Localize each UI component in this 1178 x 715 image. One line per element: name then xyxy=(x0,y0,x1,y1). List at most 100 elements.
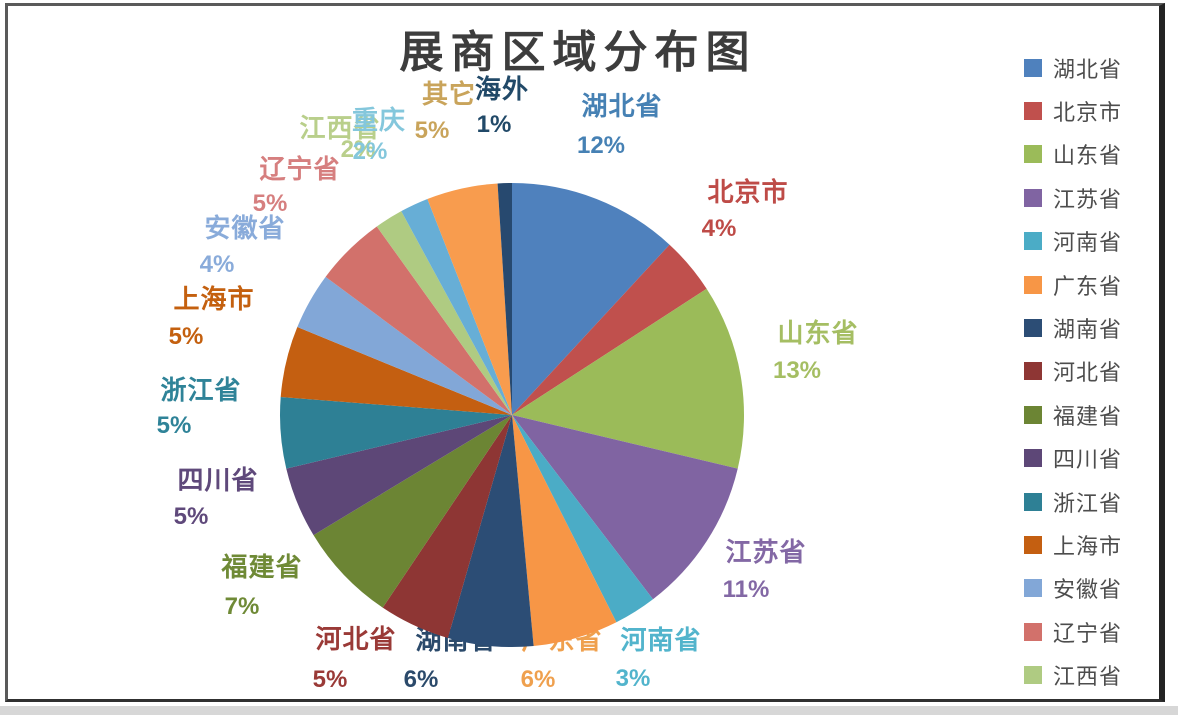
pie-slice-河北省 xyxy=(382,415,512,638)
legend-swatch-icon xyxy=(1024,405,1042,424)
legend-label: 广东省 xyxy=(1053,273,1123,299)
legend-item-江苏省: 江苏省 xyxy=(1024,176,1154,219)
slice-percent-福建省: 7% xyxy=(224,593,260,620)
legend-label: 江西省 xyxy=(1053,664,1123,690)
slice-label-山东省: 山东省 xyxy=(777,318,859,348)
legend-swatch-icon xyxy=(1024,319,1042,338)
slice-label-江西省: 江西省 xyxy=(299,113,381,143)
slice-percent-重庆: 2% xyxy=(352,138,388,165)
legend: 湖北省北京市山东省江苏省河南省广东省湖南省河北省福建省四川省浙江省上海市安徽省辽… xyxy=(1024,46,1154,697)
legend-swatch-icon xyxy=(1024,232,1042,251)
pie-slice-江西省 xyxy=(376,211,512,415)
legend-label: 四川省 xyxy=(1053,447,1123,473)
legend-item-河南省: 河南省 xyxy=(1024,220,1154,263)
slice-percent-江苏省: 11% xyxy=(722,576,770,603)
slice-label-福建省: 福建省 xyxy=(221,552,303,582)
legend-label: 北京市 xyxy=(1053,100,1123,126)
slice-label-安徽省: 安徽省 xyxy=(204,213,286,243)
legend-label: 浙江省 xyxy=(1053,490,1123,516)
pie-slice-江苏省 xyxy=(512,415,738,600)
slice-label-北京市: 北京市 xyxy=(707,177,789,207)
legend-item-湖南省: 湖南省 xyxy=(1024,306,1154,349)
pie-slice-浙江省 xyxy=(279,396,512,469)
legend-label: 上海市 xyxy=(1053,533,1123,559)
legend-swatch-icon xyxy=(1024,666,1042,685)
slice-percent-浙江省: 5% xyxy=(156,412,192,439)
legend-item-上海市: 上海市 xyxy=(1024,523,1154,566)
pie-slice-湖南省 xyxy=(447,415,534,647)
slice-label-上海市: 上海市 xyxy=(173,284,255,314)
slice-label-其它: 其它 xyxy=(421,79,477,109)
chart-title: 展商区域分布图 xyxy=(399,28,757,77)
legend-item-福建省: 福建省 xyxy=(1024,393,1154,436)
pie-slice-福建省 xyxy=(313,415,512,608)
legend-item-广东省: 广东省 xyxy=(1024,263,1154,306)
pie-slice-辽宁省 xyxy=(325,226,512,415)
legend-item-浙江省: 浙江省 xyxy=(1024,480,1154,523)
pie-slice-四川省 xyxy=(286,415,512,536)
legend-item-安徽省: 安徽省 xyxy=(1024,567,1154,610)
slice-percent-湖南省: 6% xyxy=(403,666,439,693)
legend-label: 湖北省 xyxy=(1053,56,1123,82)
slice-label-辽宁省: 辽宁省 xyxy=(259,154,341,184)
legend-swatch-icon xyxy=(1024,492,1042,511)
legend-swatch-icon xyxy=(1024,449,1042,468)
slice-label-江苏省: 江苏省 xyxy=(725,537,807,567)
legend-label: 辽宁省 xyxy=(1053,620,1123,646)
legend-item-辽宁省: 辽宁省 xyxy=(1024,610,1154,653)
slice-percent-山东省: 13% xyxy=(772,357,822,384)
slice-percent-四川省: 5% xyxy=(173,503,209,530)
legend-label: 山东省 xyxy=(1053,143,1123,169)
slice-percent-河南省: 3% xyxy=(615,665,651,692)
slice-label-浙江省: 浙江省 xyxy=(160,375,242,405)
slice-percent-广东省: 6% xyxy=(520,666,556,693)
pie-slice-安徽省 xyxy=(297,276,512,415)
slice-percent-湖北省: 12% xyxy=(576,132,626,159)
frame-bottom-shadow xyxy=(0,706,1178,715)
legend-item-湖北省: 湖北省 xyxy=(1024,46,1154,89)
legend-item-河北省: 河北省 xyxy=(1024,350,1154,393)
slice-label-河南省: 河南省 xyxy=(620,625,702,655)
legend-swatch-icon xyxy=(1024,579,1042,598)
legend-label: 河北省 xyxy=(1053,360,1123,386)
legend-label: 福建省 xyxy=(1053,403,1123,429)
legend-label: 安徽省 xyxy=(1053,577,1123,603)
slice-label-河北省: 河北省 xyxy=(315,624,397,654)
legend-item-江西省: 江西省 xyxy=(1024,653,1154,696)
slice-percent-其它: 5% xyxy=(414,117,450,144)
pie-slice-上海市 xyxy=(280,327,512,415)
slice-percent-北京市: 4% xyxy=(701,215,737,242)
legend-swatch-icon xyxy=(1024,535,1042,554)
legend-swatch-icon xyxy=(1024,188,1042,207)
pie-slice-河南省 xyxy=(512,415,653,623)
legend-swatch-icon xyxy=(1024,362,1042,381)
legend-swatch-icon xyxy=(1024,622,1042,641)
slice-label-海外: 海外 xyxy=(474,74,530,104)
pie-slice-广东省 xyxy=(512,415,617,646)
slice-percent-上海市: 5% xyxy=(168,323,204,350)
legend-item-四川省: 四川省 xyxy=(1024,437,1154,480)
legend-swatch-icon xyxy=(1024,58,1042,77)
slice-percent-辽宁省: 5% xyxy=(252,190,288,217)
slice-label-四川省: 四川省 xyxy=(177,465,259,495)
legend-item-北京市: 北京市 xyxy=(1024,89,1154,132)
legend-item-山东省: 山东省 xyxy=(1024,133,1154,176)
legend-label: 江苏省 xyxy=(1053,186,1123,212)
legend-label: 河南省 xyxy=(1053,230,1123,256)
legend-swatch-icon xyxy=(1024,145,1042,164)
legend-label: 湖南省 xyxy=(1053,317,1123,343)
pie-slice-重庆 xyxy=(401,198,512,415)
slice-percent-海外: 1% xyxy=(476,111,512,138)
slice-label-重庆: 重庆 xyxy=(351,105,407,135)
pie-slice-海外 xyxy=(497,183,512,415)
pie-slice-湖北省 xyxy=(512,183,670,415)
legend-swatch-icon xyxy=(1024,275,1042,294)
legend-swatch-icon xyxy=(1024,102,1042,121)
pie-slice-其它 xyxy=(427,183,512,415)
pie-slice-北京市 xyxy=(512,244,707,415)
slice-percent-安徽省: 4% xyxy=(199,251,235,278)
slice-percent-河北省: 5% xyxy=(312,666,348,693)
slice-percent-江西省: 2% xyxy=(340,136,376,163)
pie-slice-山东省 xyxy=(512,288,745,469)
